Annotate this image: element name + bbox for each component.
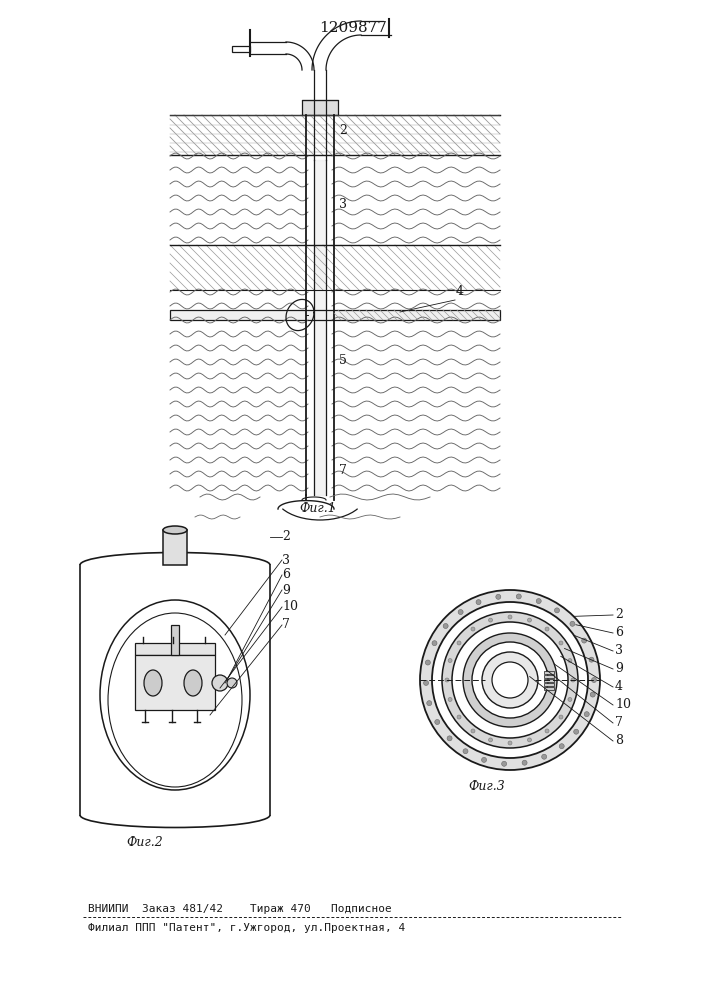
Polygon shape — [135, 655, 215, 710]
Circle shape — [545, 729, 549, 733]
Text: 8: 8 — [615, 734, 623, 748]
Polygon shape — [171, 625, 179, 655]
Circle shape — [508, 615, 512, 619]
Circle shape — [476, 600, 481, 605]
Circle shape — [452, 622, 568, 738]
Text: 1209877: 1209877 — [319, 21, 387, 35]
Circle shape — [447, 736, 452, 741]
Circle shape — [457, 715, 461, 719]
Circle shape — [508, 741, 512, 745]
Circle shape — [420, 590, 600, 770]
Circle shape — [458, 610, 463, 615]
Circle shape — [502, 761, 507, 766]
Text: 9: 9 — [282, 584, 290, 596]
Text: 3: 3 — [615, 645, 623, 658]
Circle shape — [542, 754, 547, 759]
Circle shape — [589, 657, 594, 662]
Text: Филиал ППП "Патент", г.Ужгород, ул.Проектная, 4: Филиал ППП "Патент", г.Ужгород, ул.Проек… — [88, 923, 405, 933]
Circle shape — [472, 642, 548, 718]
Circle shape — [571, 678, 575, 682]
Circle shape — [432, 602, 588, 758]
Text: 2: 2 — [339, 123, 347, 136]
Text: 6: 6 — [615, 626, 623, 640]
Circle shape — [489, 618, 493, 622]
Ellipse shape — [144, 670, 162, 696]
Circle shape — [592, 678, 597, 682]
Circle shape — [527, 618, 532, 622]
Circle shape — [481, 757, 486, 762]
Circle shape — [423, 680, 428, 685]
Text: 7: 7 — [339, 464, 347, 477]
Text: 4: 4 — [615, 680, 623, 694]
Text: ВНИИПИ  Заказ 481/42    Тираж 470   Подписное: ВНИИПИ Заказ 481/42 Тираж 470 Подписное — [88, 904, 392, 914]
Circle shape — [463, 749, 468, 754]
Circle shape — [489, 738, 493, 742]
Polygon shape — [544, 682, 554, 686]
Text: 2: 2 — [615, 608, 623, 621]
Circle shape — [463, 633, 557, 727]
Circle shape — [442, 612, 578, 748]
Text: Фиг.1: Фиг.1 — [300, 502, 337, 514]
Circle shape — [435, 720, 440, 724]
Circle shape — [227, 678, 237, 688]
Circle shape — [570, 621, 575, 626]
Circle shape — [559, 715, 563, 719]
Text: 10: 10 — [282, 600, 298, 613]
Polygon shape — [232, 46, 250, 52]
Text: 7: 7 — [615, 716, 623, 730]
Polygon shape — [302, 100, 338, 115]
Text: 6: 6 — [282, 568, 290, 582]
Text: 10: 10 — [615, 698, 631, 712]
Circle shape — [443, 624, 448, 629]
Circle shape — [445, 678, 449, 682]
Circle shape — [568, 697, 572, 701]
Text: 3: 3 — [339, 198, 347, 212]
Circle shape — [448, 659, 452, 663]
Text: 3: 3 — [282, 554, 290, 566]
Text: Фиг.2: Фиг.2 — [127, 836, 163, 850]
Polygon shape — [170, 310, 500, 320]
Circle shape — [432, 641, 437, 646]
Circle shape — [582, 638, 587, 643]
Circle shape — [496, 594, 501, 599]
Text: 2: 2 — [282, 530, 290, 544]
Circle shape — [584, 712, 589, 717]
Circle shape — [590, 692, 595, 697]
Circle shape — [554, 608, 559, 613]
Polygon shape — [135, 643, 215, 655]
Text: 9: 9 — [615, 662, 623, 676]
Polygon shape — [544, 686, 554, 690]
Circle shape — [536, 599, 542, 604]
Circle shape — [516, 594, 521, 599]
Circle shape — [448, 697, 452, 701]
Circle shape — [426, 660, 431, 665]
Circle shape — [559, 641, 563, 645]
Circle shape — [559, 744, 564, 749]
Circle shape — [573, 729, 579, 734]
Ellipse shape — [184, 670, 202, 696]
Text: Фиг.3: Фиг.3 — [469, 780, 506, 794]
Circle shape — [457, 641, 461, 645]
Circle shape — [522, 760, 527, 765]
Circle shape — [471, 729, 475, 733]
Polygon shape — [544, 670, 554, 674]
Polygon shape — [163, 530, 187, 565]
Text: 4: 4 — [456, 285, 464, 298]
Circle shape — [545, 627, 549, 631]
Circle shape — [568, 659, 572, 663]
Circle shape — [527, 738, 532, 742]
Ellipse shape — [163, 526, 187, 534]
Circle shape — [471, 627, 475, 631]
Circle shape — [212, 675, 228, 691]
Circle shape — [482, 652, 538, 708]
Circle shape — [492, 662, 528, 698]
Text: 7: 7 — [282, 618, 290, 632]
Polygon shape — [544, 674, 554, 678]
Polygon shape — [544, 678, 554, 682]
Circle shape — [427, 701, 432, 706]
Text: 5: 5 — [339, 354, 347, 366]
